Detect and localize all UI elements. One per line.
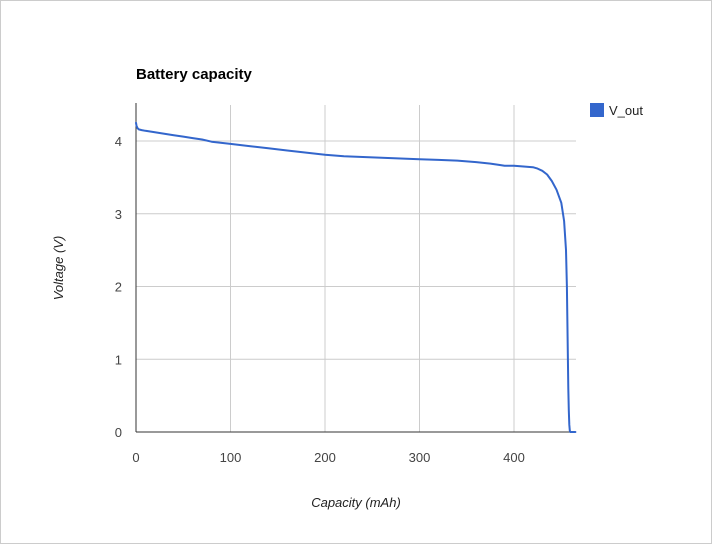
- x-tick-label: 0: [132, 450, 139, 465]
- legend-swatch-v-out: [590, 103, 604, 117]
- x-tick-label: 400: [503, 450, 525, 465]
- series-lines: [135, 121, 577, 433]
- y-tick-label: 1: [115, 352, 122, 367]
- legend-label-v-out: V_out: [609, 103, 643, 118]
- y-tick-label: 3: [115, 207, 122, 222]
- x-tick-label: 300: [409, 450, 431, 465]
- x-tick-label: 100: [220, 450, 242, 465]
- y-tick-labels: 0 1 2 3 4: [115, 134, 122, 440]
- y-tick-label: 2: [115, 280, 122, 295]
- x-axis-title: Capacity (mAh): [311, 495, 401, 510]
- axes: [135, 103, 576, 433]
- y-tick-label: 4: [115, 134, 122, 149]
- y-axis-title: Voltage (V): [51, 236, 66, 301]
- gridlines: [136, 105, 576, 432]
- x-tick-labels: 0 100 200 300 400: [132, 450, 524, 465]
- y-tick-label: 0: [115, 425, 122, 440]
- chart-title: Battery capacity: [136, 66, 253, 83]
- legend: V_out: [590, 103, 643, 118]
- series-line-v-out: [135, 121, 577, 433]
- x-tick-label: 200: [314, 450, 336, 465]
